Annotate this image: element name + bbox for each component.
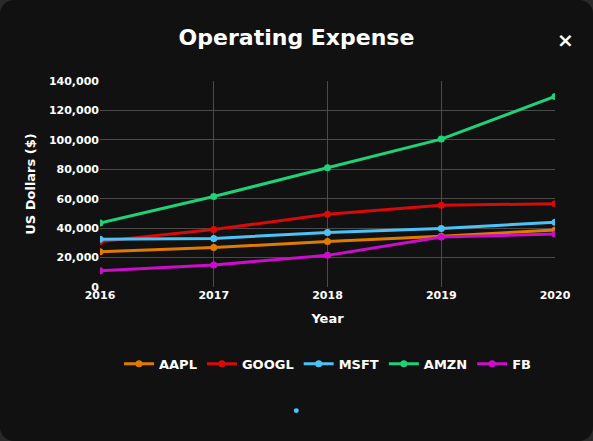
- svg-text:0: 0: [91, 281, 99, 294]
- svg-text:2017: 2017: [198, 289, 229, 302]
- svg-text:US Dollars ($): US Dollars ($): [23, 133, 38, 234]
- svg-text:AMZN: AMZN: [424, 357, 467, 372]
- svg-text:Year: Year: [310, 311, 344, 326]
- svg-text:MSFT: MSFT: [339, 357, 379, 372]
- svg-text:60,000: 60,000: [57, 193, 100, 206]
- svg-text:100,000: 100,000: [49, 134, 99, 147]
- svg-text:GOOGL: GOOGL: [242, 357, 294, 372]
- svg-text:FB: FB: [512, 357, 531, 372]
- svg-text:2016: 2016: [85, 289, 116, 302]
- svg-text:40,000: 40,000: [57, 222, 100, 235]
- svg-text:20,000: 20,000: [57, 251, 100, 264]
- svg-text:140,000: 140,000: [49, 75, 99, 88]
- svg-text:80,000: 80,000: [57, 163, 100, 176]
- svg-text:2018: 2018: [312, 289, 343, 302]
- svg-text:2020: 2020: [540, 289, 571, 302]
- svg-text:2019: 2019: [426, 289, 457, 302]
- svg-text:AAPL: AAPL: [159, 357, 197, 372]
- svg-text:×: ×: [557, 28, 574, 52]
- svg-text:Operating Expense: Operating Expense: [179, 25, 415, 50]
- svg-text:120,000: 120,000: [49, 104, 99, 117]
